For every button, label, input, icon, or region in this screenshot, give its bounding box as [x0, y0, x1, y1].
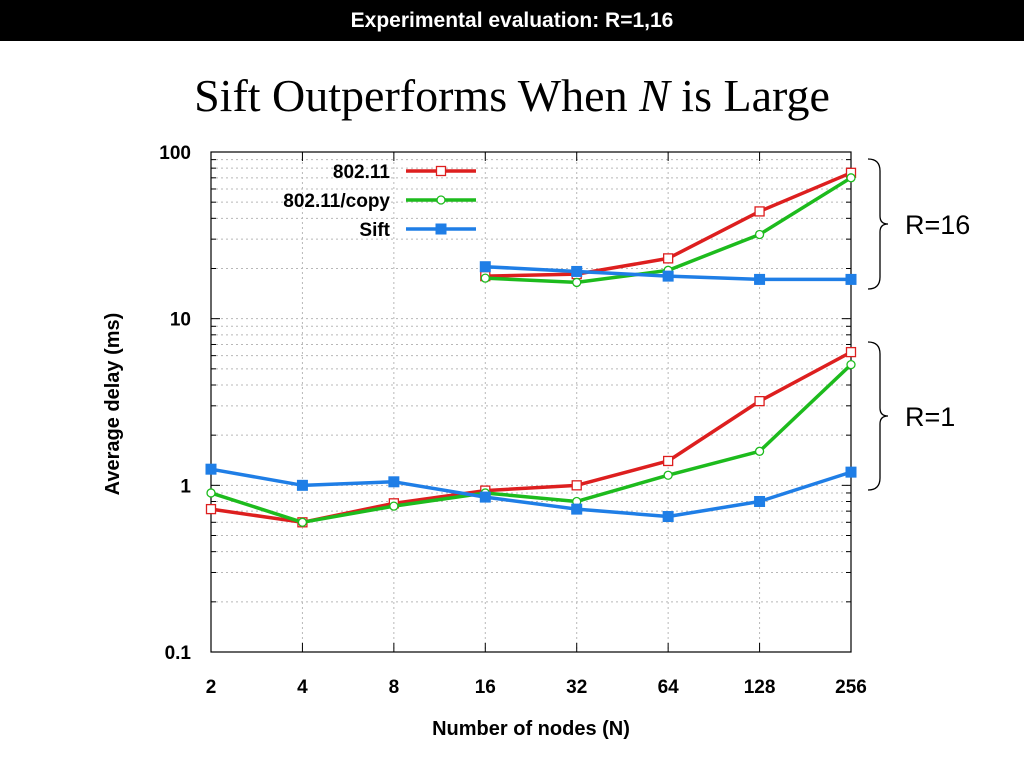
annotation-r16: R=16 — [905, 210, 970, 240]
point-marker — [754, 206, 765, 217]
slide-title-italic: N — [639, 70, 670, 121]
chart-ticks: 0.1 1 10 100 2 4 8 16 32 64 128 256 — [159, 143, 867, 698]
x-tick-label: 32 — [566, 677, 587, 698]
point-marker — [205, 503, 217, 515]
x-axis-label: Number of nodes (N) — [432, 718, 630, 740]
plot-frame — [210, 151, 852, 653]
y-tick-label: 10 — [170, 310, 191, 331]
point-marker — [754, 229, 765, 240]
slide-header: Experimental evaluation: R=1,16 — [0, 0, 1024, 41]
legend-label: 802.11 — [333, 162, 390, 183]
point-marker — [845, 466, 857, 478]
annotation-r1: R=1 — [905, 402, 955, 432]
point-marker — [754, 446, 765, 456]
slide-title: Sift Outperforms When N is Large — [0, 66, 1024, 126]
point-marker — [754, 495, 766, 507]
point-marker — [435, 223, 447, 235]
point-marker — [480, 273, 490, 283]
point-marker — [571, 480, 582, 491]
point-marker — [436, 195, 446, 205]
point-marker — [205, 463, 217, 475]
x-tick-label: 8 — [389, 677, 400, 698]
point-marker — [845, 346, 857, 358]
series-sift-r1 — [205, 463, 857, 523]
point-marker — [572, 277, 582, 288]
y-axis-label: Average delay (ms) — [102, 313, 124, 496]
point-marker — [846, 359, 856, 370]
point-marker — [662, 455, 674, 467]
chart-brackets — [867, 158, 889, 491]
chart-series — [205, 167, 857, 528]
x-tick-label: 4 — [297, 677, 308, 698]
point-marker — [435, 165, 447, 177]
point-marker — [571, 503, 583, 515]
x-tick-label: 128 — [744, 677, 776, 698]
point-marker — [662, 253, 674, 264]
point-marker — [571, 265, 583, 277]
y-tick-label: 0.1 — [165, 643, 192, 664]
x-tick-label: 64 — [658, 677, 680, 698]
point-marker — [754, 395, 765, 407]
point-marker — [845, 273, 857, 285]
series-802-11-copy-r16 — [480, 173, 856, 288]
point-marker — [846, 173, 856, 183]
point-marker — [297, 517, 308, 527]
point-marker — [296, 479, 308, 491]
point-marker — [388, 476, 400, 488]
bracket-r16 — [867, 158, 889, 290]
point-marker — [479, 491, 491, 503]
point-marker — [754, 273, 766, 285]
chart-legend: 802.11 802.11/copy Sift — [283, 162, 476, 241]
slide-title-part1: Sift Outperforms When — [194, 70, 640, 121]
point-marker — [662, 270, 674, 282]
y-tick-label: 1 — [180, 476, 191, 497]
point-marker — [206, 488, 216, 498]
slide-header-title: Experimental evaluation: R=1,16 — [350, 9, 674, 32]
point-marker — [479, 261, 491, 273]
series-sift-r16 — [479, 261, 857, 285]
x-tick-label: 2 — [206, 677, 217, 698]
point-marker — [389, 501, 399, 511]
point-marker — [662, 511, 674, 523]
x-tick-label: 256 — [835, 677, 867, 698]
series-line — [210, 467, 852, 519]
series-line — [210, 363, 853, 525]
x-tick-label: 16 — [475, 677, 496, 698]
legend-label: 802.11/copy — [283, 191, 390, 212]
y-tick-label: 100 — [159, 143, 191, 164]
point-marker — [663, 470, 673, 480]
bracket-r1 — [867, 341, 889, 491]
legend-label: Sift — [359, 220, 390, 241]
slide-title-part2: is Large — [669, 70, 830, 121]
